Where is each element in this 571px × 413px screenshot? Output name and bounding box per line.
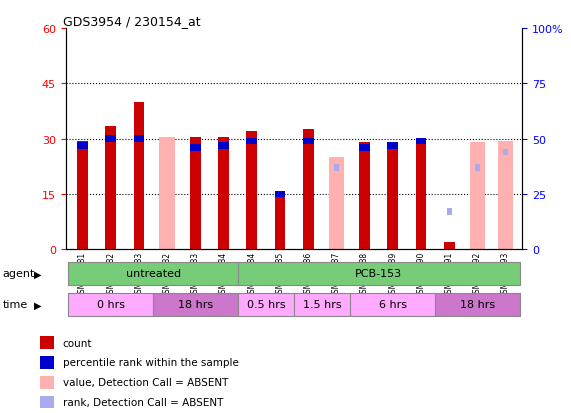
Text: agent: agent [3,268,35,279]
Text: percentile rank within the sample: percentile rank within the sample [63,358,239,368]
Bar [303,138,313,145]
Bar [475,165,480,171]
Text: ▶: ▶ [34,268,42,279]
Text: 1.5 hrs: 1.5 hrs [303,299,341,310]
Bar [218,143,229,150]
Bar [247,132,257,250]
Bar [275,197,286,250]
Bar [503,150,508,156]
Bar [247,138,257,145]
Text: GDS3954 / 230154_at: GDS3954 / 230154_at [63,15,201,28]
Bar [218,138,229,250]
Text: rank, Detection Call = ABSENT: rank, Detection Call = ABSENT [63,397,223,407]
Bar [190,138,201,250]
Bar [435,293,520,316]
Text: 6 hrs: 6 hrs [379,299,407,310]
Bar [238,262,520,285]
Text: 18 hrs: 18 hrs [460,299,495,310]
Bar [275,191,286,198]
Text: PCB-153: PCB-153 [355,268,402,279]
Bar [159,138,175,250]
Bar [498,141,513,250]
Text: 0 hrs: 0 hrs [96,299,125,310]
Bar [416,143,427,250]
Text: 0.5 hrs: 0.5 hrs [247,299,285,310]
Bar [106,126,116,250]
Bar [294,293,351,316]
Text: value, Detection Call = ABSENT: value, Detection Call = ABSENT [63,377,228,387]
Bar [303,130,313,250]
Text: 18 hrs: 18 hrs [178,299,213,310]
Bar [134,136,144,143]
Bar [359,145,370,152]
Bar [334,165,339,171]
Bar [351,293,435,316]
Bar [69,262,238,285]
Bar [444,242,455,250]
Bar [387,143,398,150]
Text: ▶: ▶ [34,299,42,310]
Bar [359,143,370,250]
Bar [106,136,116,143]
Bar [77,143,88,150]
Text: untreated: untreated [126,268,180,279]
Text: count: count [63,338,93,348]
Bar [153,293,238,316]
Bar [387,143,398,250]
Bar [69,293,153,316]
Bar [416,138,427,145]
Bar [77,141,88,250]
Bar [447,209,452,216]
Bar [190,145,201,152]
Bar [328,158,344,250]
Bar [238,293,294,316]
Bar [469,143,485,250]
Text: time: time [3,299,28,310]
Bar [134,102,144,250]
